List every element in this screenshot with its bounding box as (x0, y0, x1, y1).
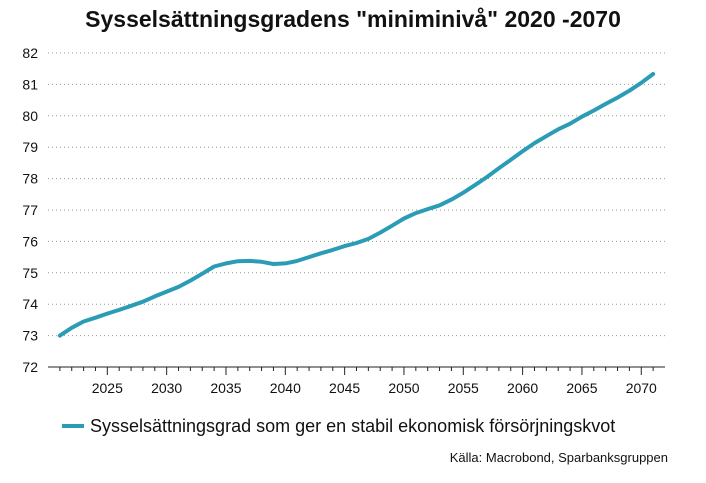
y-tick-label: 75 (22, 265, 38, 281)
y-tick-label: 74 (22, 296, 38, 312)
x-tick-label: 2055 (448, 380, 479, 396)
series-line (57, 72, 656, 338)
chart-title: Sysselsättningsgradens "miniminivå" 2020… (85, 6, 621, 32)
y-tick-label: 72 (22, 359, 38, 375)
y-tick-label: 79 (22, 139, 38, 155)
legend-label: Sysselsättningsgrad som ger en stabil ek… (90, 415, 616, 436)
x-tick-label: 2040 (270, 380, 301, 396)
y-tick-label: 78 (22, 171, 38, 187)
gridlines (48, 52, 665, 337)
x-tick-label: 2060 (507, 380, 538, 396)
x-tick-label: 2025 (92, 380, 123, 396)
y-tick-label: 80 (22, 108, 38, 124)
y-tick-label: 82 (22, 45, 38, 61)
y-tick-label: 76 (22, 233, 38, 249)
y-tick-label: 73 (22, 328, 38, 344)
y-axis-tick-labels: 72 73 74 75 76 77 78 79 80 81 82 (22, 45, 38, 375)
y-tick-label: 81 (22, 76, 38, 92)
x-tick-label: 2045 (329, 380, 360, 396)
x-tick-label: 2050 (388, 380, 419, 396)
x-tick-label: 2070 (626, 380, 657, 396)
source-note: Källa: Macrobond, Sparbanksgruppen (449, 450, 668, 465)
x-axis-tick-labels: 2025 2030 2035 2040 2045 2050 2055 2060 2065 2070 (92, 380, 657, 396)
y-tick-label: 77 (22, 202, 38, 218)
legend-swatch (62, 424, 84, 428)
x-axis (48, 366, 665, 375)
series-layer (57, 72, 656, 338)
x-tick-label: 2035 (210, 380, 241, 396)
x-tick-label: 2030 (151, 380, 182, 396)
legend: Sysselsättningsgrad som ger en stabil ek… (62, 414, 615, 438)
x-tick-label: 2065 (566, 380, 597, 396)
